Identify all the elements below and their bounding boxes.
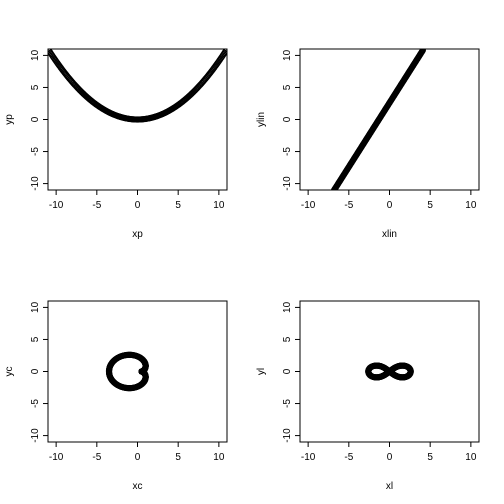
x-tick-label: 10: [465, 200, 477, 211]
data-point: [223, 49, 227, 54]
x-tick-label: 0: [135, 452, 141, 463]
series-points: [48, 49, 227, 123]
chart-panel-3: -10 -5 0 5 10 -10 -5 0 5 10 xc yc: [4, 300, 228, 492]
plot-frame: [47, 300, 228, 443]
series-points: [105, 351, 149, 392]
x-tick-label: -5: [344, 452, 353, 463]
series-points: [331, 49, 426, 190]
x-tick-label: 10: [213, 452, 225, 463]
y-tick-label: 0: [282, 116, 293, 122]
y-axis-title: yc: [4, 367, 15, 377]
x-axis-title: xl: [386, 481, 393, 492]
x-axis-title: xlin: [382, 229, 397, 240]
data-point: [222, 49, 227, 55]
y-tick-label: -10: [282, 428, 293, 443]
x-tick-label: 0: [135, 200, 141, 211]
y-tick-label: -10: [282, 176, 293, 191]
chart-panel-2: -10 -5 0 5 10 -10 -5 0 5 10 xlin ylin: [256, 48, 480, 240]
y-tick-label: 5: [30, 84, 41, 90]
y-tick-label: 0: [282, 368, 293, 374]
y-tick-label: -5: [30, 147, 41, 156]
x-axis-title: xp: [132, 229, 143, 240]
x-tick-label: 10: [465, 452, 477, 463]
x-tick-label: -10: [301, 452, 316, 463]
y-tick-label: 10: [30, 301, 41, 313]
y-tick-label: 5: [30, 336, 41, 342]
y-tick-label: 5: [282, 336, 293, 342]
x-tick-label: -10: [49, 200, 64, 211]
x-tick-label: -5: [92, 200, 101, 211]
x-tick-label: -5: [344, 200, 353, 211]
x-tick-label: 0: [387, 200, 393, 211]
x-tick-label: 5: [175, 200, 181, 211]
x-tick-label: 5: [427, 452, 433, 463]
data-point: [223, 49, 227, 53]
y-tick-label: 10: [30, 49, 41, 61]
data-point: [138, 368, 145, 375]
y-axis-title: yp: [4, 114, 15, 125]
series-points: [365, 362, 414, 381]
x-tick-label: 10: [213, 200, 225, 211]
x-tick-label: 5: [427, 200, 433, 211]
plot-frame: [299, 48, 480, 191]
x-tick-label: 5: [175, 452, 181, 463]
y-tick-label: 10: [282, 301, 293, 313]
x-tick-label: -10: [49, 452, 64, 463]
y-tick-label: 10: [282, 49, 293, 61]
chart-panel-1: -10 -5 0 5 10 -10 -5 0 5 10 xp yp: [4, 48, 228, 240]
data-point: [407, 368, 414, 375]
y-tick-label: -10: [30, 428, 41, 443]
y-tick-label: 0: [30, 368, 41, 374]
y-tick-label: 5: [282, 84, 293, 90]
y-tick-label: -5: [30, 399, 41, 408]
y-tick-label: -10: [30, 176, 41, 191]
x-axis-title: xc: [133, 481, 143, 492]
x-tick-label: 0: [387, 452, 393, 463]
chart-panel-4: -10 -5 0 5 10 -10 -5 0 5 10 xl yl: [256, 300, 480, 492]
y-tick-label: -5: [282, 147, 293, 156]
y-axis-title: yl: [256, 368, 267, 375]
y-tick-label: 0: [30, 116, 41, 122]
data-point: [419, 49, 426, 54]
y-tick-label: -5: [282, 399, 293, 408]
x-tick-label: -5: [92, 452, 101, 463]
x-tick-label: -10: [301, 200, 316, 211]
y-axis-title: ylin: [256, 112, 267, 127]
